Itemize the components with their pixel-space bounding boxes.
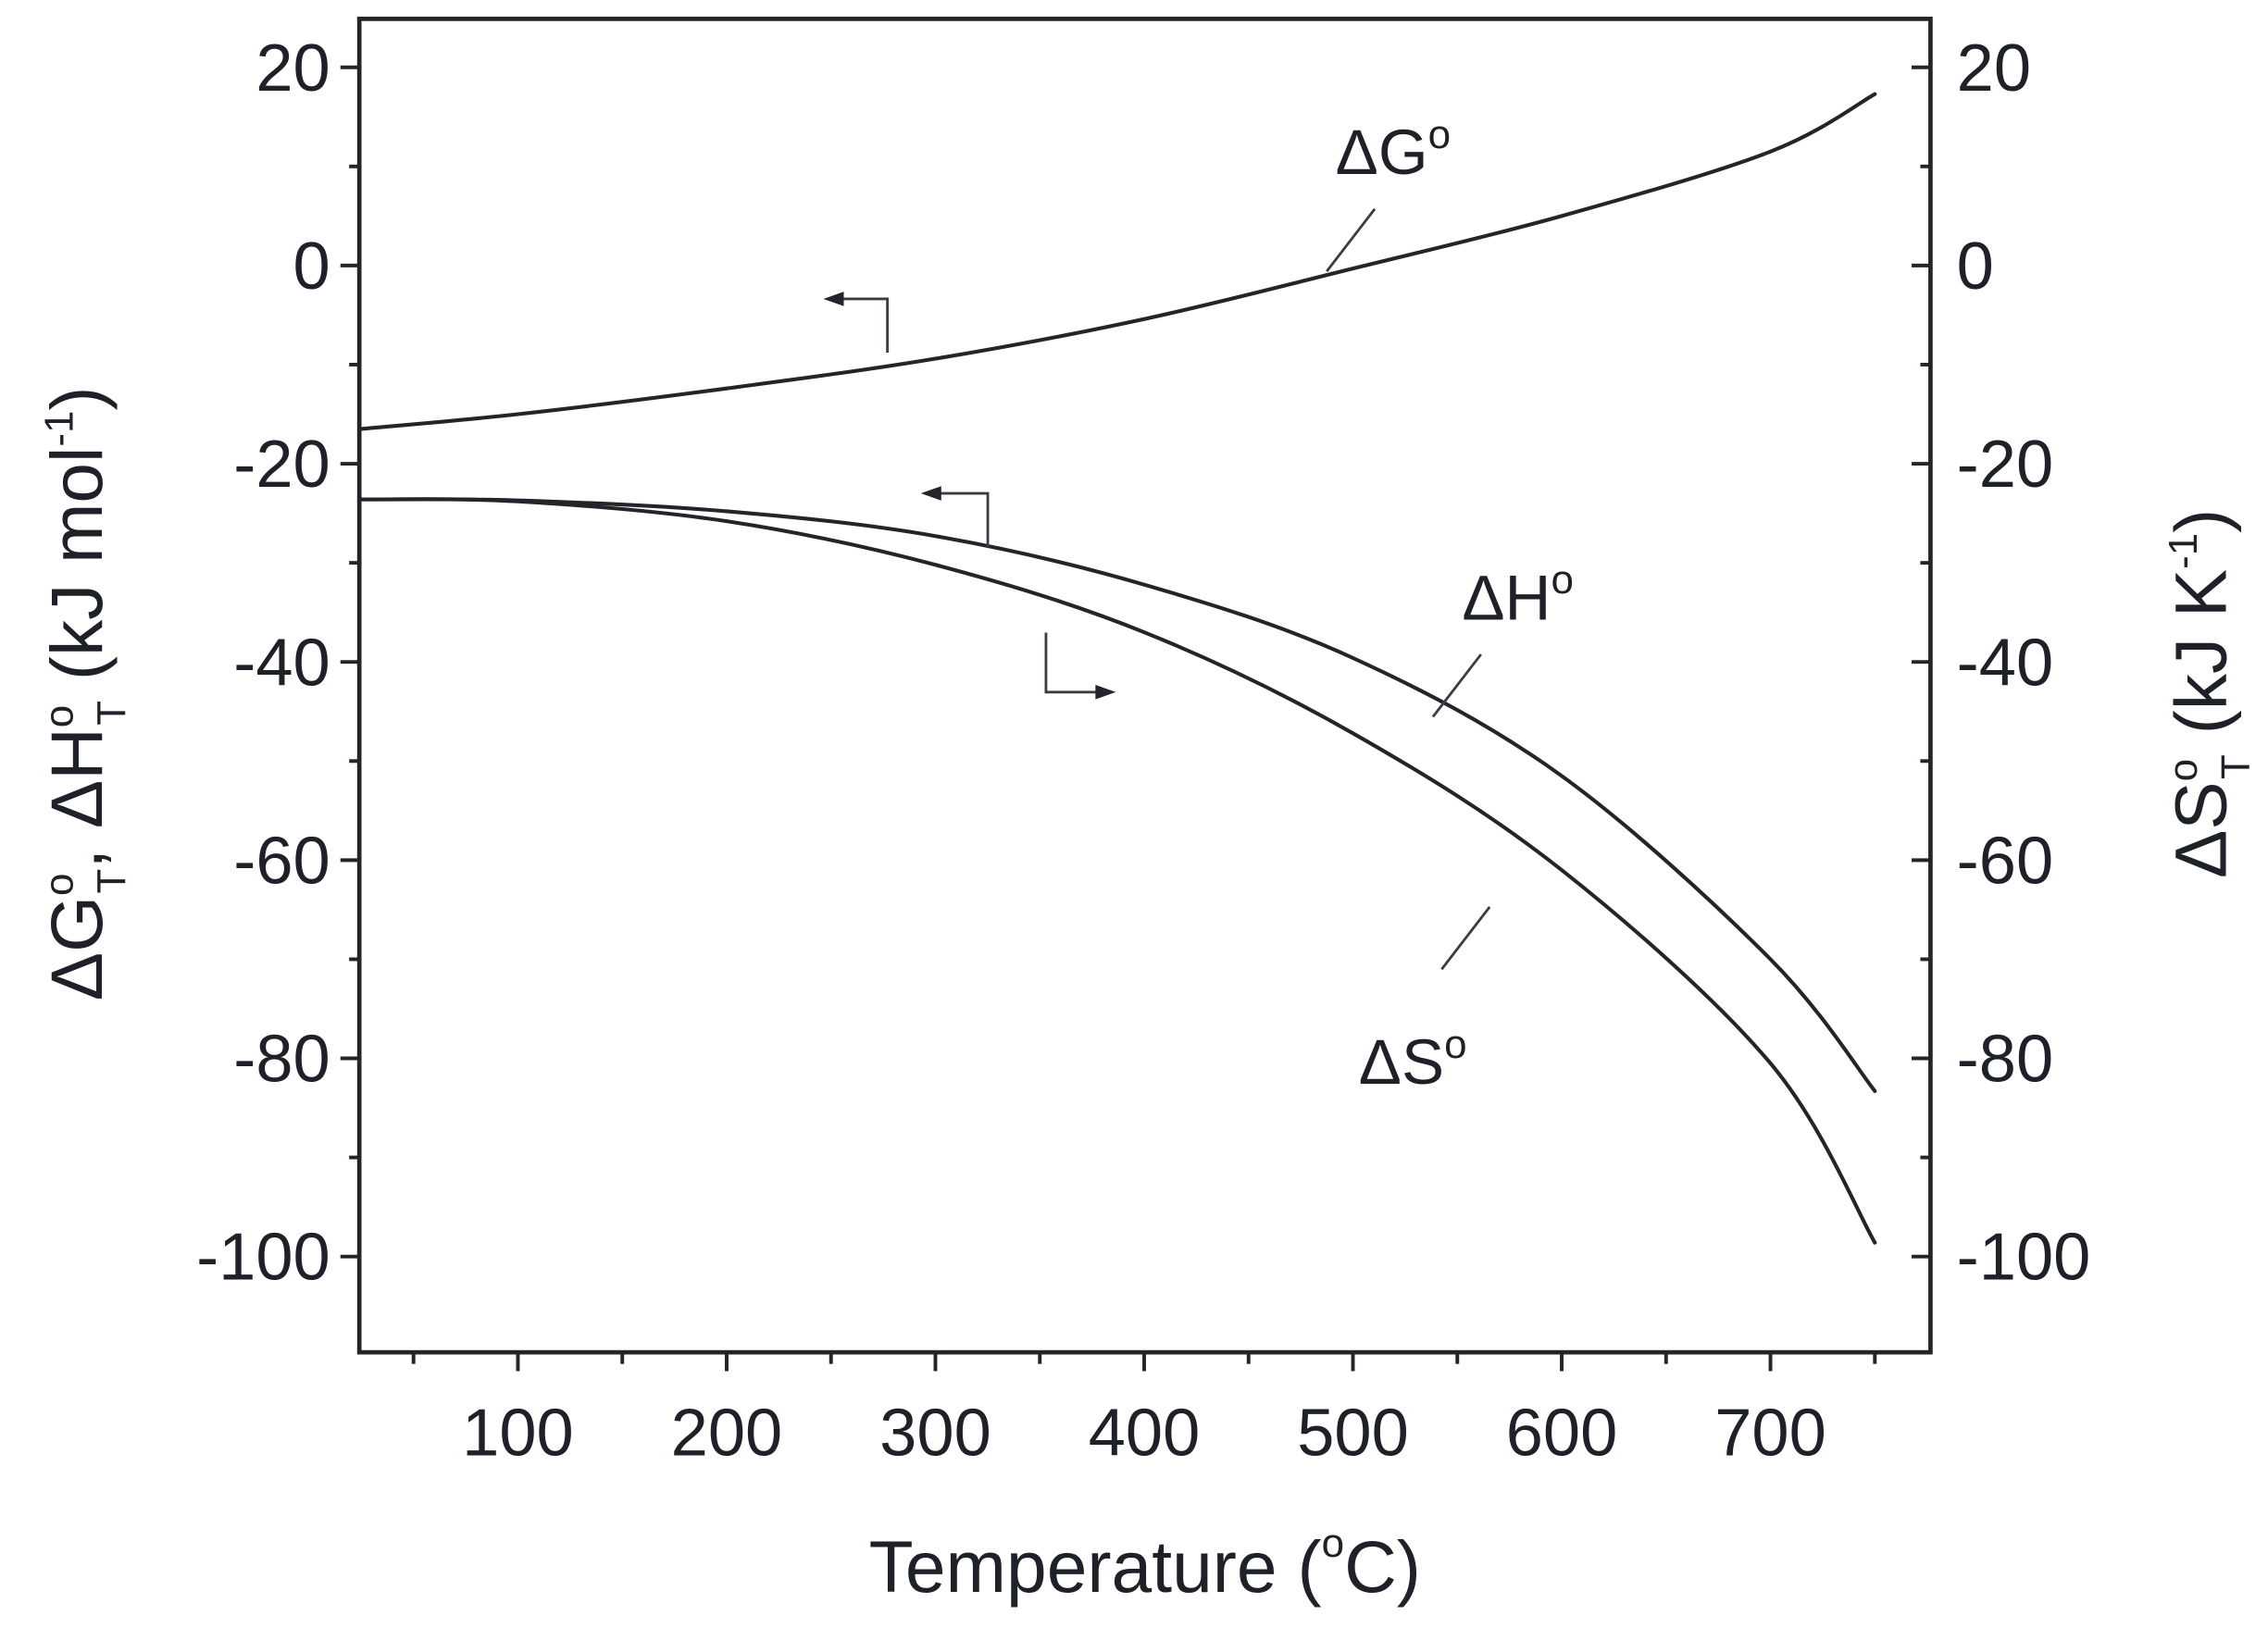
x-tick-label: 100 — [462, 1397, 574, 1471]
x-tick-label: 700 — [1714, 1397, 1826, 1471]
x-tick-label: 400 — [1089, 1397, 1201, 1471]
right-y-tick-label: -40 — [1957, 626, 2053, 700]
curve-dh — [357, 497, 1877, 1093]
right-y-tick-label: -20 — [1957, 428, 2053, 502]
left-y-tick-label: -80 — [233, 1023, 330, 1097]
right-y-tick-label: 0 — [1957, 230, 1994, 304]
right-y-tick-label: -60 — [1957, 825, 2053, 899]
x-tick-label: 600 — [1506, 1397, 1618, 1471]
dS-axis-arrow-icon — [1044, 632, 1116, 700]
right-y-tick-label: -80 — [1957, 1023, 2053, 1097]
x-axis-title: Temperature (oC) — [869, 1521, 1421, 1608]
dH-leader-line — [1431, 653, 1482, 718]
left-y-tick-label: -100 — [196, 1221, 330, 1295]
dH-label: ΔHo — [1462, 557, 1574, 633]
dS-leader-line — [1440, 905, 1491, 971]
dG-label: ΔGo — [1336, 112, 1451, 188]
x-tick-label: 200 — [671, 1397, 783, 1471]
right-y-axis-title: ΔSo T (kJ K-1) — [2160, 509, 2258, 878]
right-y-tick-label: 20 — [1957, 31, 2031, 106]
curves — [357, 92, 1877, 1245]
x-tick-label: 500 — [1297, 1397, 1409, 1471]
right-y-axis-ticks: 20 0 -20 -40 -60 -80 -100 — [1911, 31, 2091, 1295]
left-y-axis-ticks: 20 0 -20 -40 -60 -80 -100 — [196, 31, 360, 1295]
dH-axis-arrow-icon — [920, 486, 990, 548]
left-y-tick-label: -20 — [233, 428, 330, 502]
right-y-tick-label: -100 — [1957, 1221, 2091, 1295]
left-y-tick-label: -60 — [233, 825, 330, 899]
dS-label: ΔSo — [1359, 1022, 1467, 1098]
curve-ds — [357, 497, 1877, 1245]
left-y-tick-label: 20 — [255, 31, 330, 106]
plot-frame — [356, 17, 1933, 1355]
x-tick-label: 300 — [879, 1397, 991, 1471]
left-y-tick-label: -40 — [233, 626, 330, 700]
curve-dg — [357, 92, 1877, 431]
left-y-axis-title: ΔGo T, ΔHo T (kJ mol-1) — [36, 386, 134, 1000]
left-y-tick-label: 0 — [293, 230, 330, 304]
dG-axis-arrow-icon — [823, 292, 890, 353]
dG-leader-line — [1326, 207, 1377, 273]
x-axis-ticks: 100 200 300 400 500 600 700 — [411, 1352, 1877, 1471]
